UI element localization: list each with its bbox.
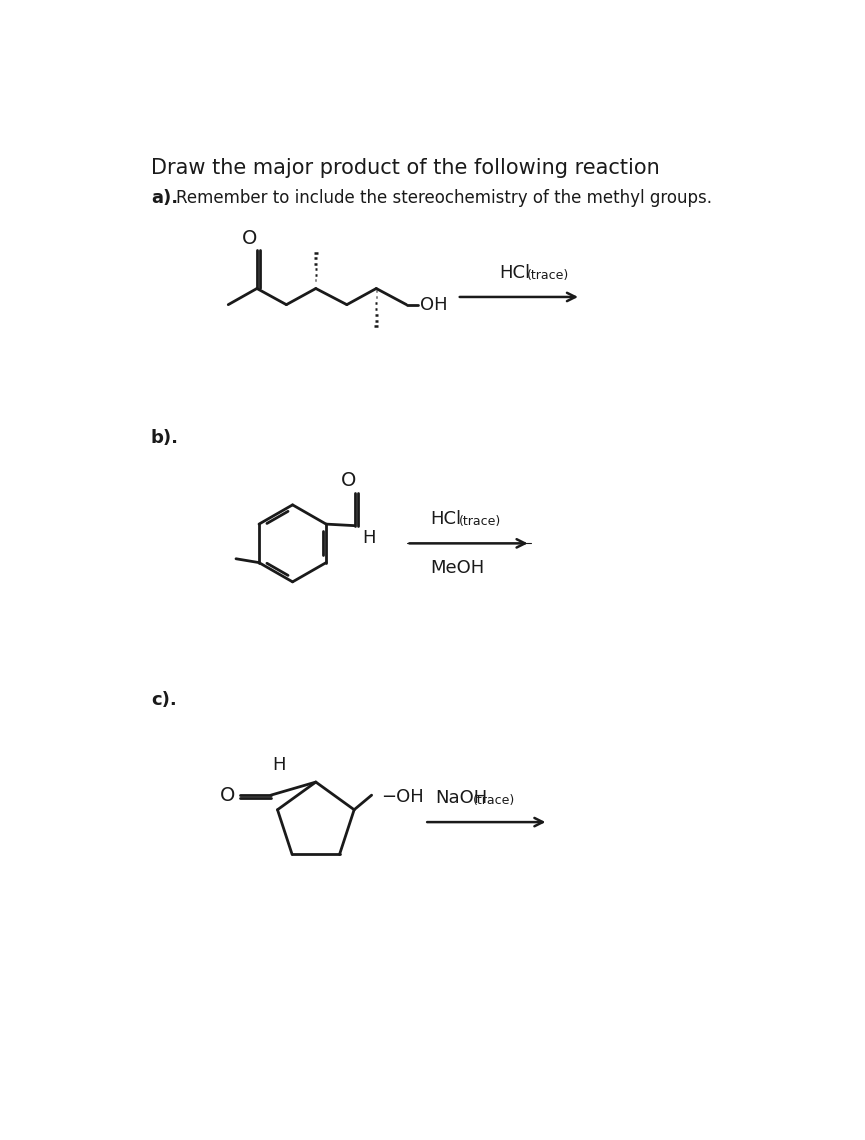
Text: MeOH: MeOH bbox=[430, 559, 484, 577]
Text: O: O bbox=[341, 471, 356, 490]
Text: −OH: −OH bbox=[381, 788, 424, 806]
Text: HCl: HCl bbox=[430, 510, 461, 528]
Text: H: H bbox=[272, 756, 285, 774]
Text: H: H bbox=[362, 529, 375, 547]
Text: O: O bbox=[220, 785, 235, 805]
Text: (trace): (trace) bbox=[472, 793, 515, 807]
Text: NaOH: NaOH bbox=[435, 789, 487, 807]
Text: HCl: HCl bbox=[499, 263, 530, 282]
Text: OH: OH bbox=[420, 295, 447, 314]
Text: Remember to include the stereochemistry of the methyl groups.: Remember to include the stereochemistry … bbox=[176, 189, 712, 207]
Text: (trace): (trace) bbox=[527, 269, 569, 282]
Text: c).: c). bbox=[151, 691, 176, 709]
Text: b).: b). bbox=[151, 430, 179, 447]
Text: O: O bbox=[242, 229, 258, 249]
Text: Draw the major product of the following reaction: Draw the major product of the following … bbox=[151, 158, 659, 178]
Text: (trace): (trace) bbox=[458, 515, 501, 528]
Text: a).: a). bbox=[151, 189, 178, 207]
